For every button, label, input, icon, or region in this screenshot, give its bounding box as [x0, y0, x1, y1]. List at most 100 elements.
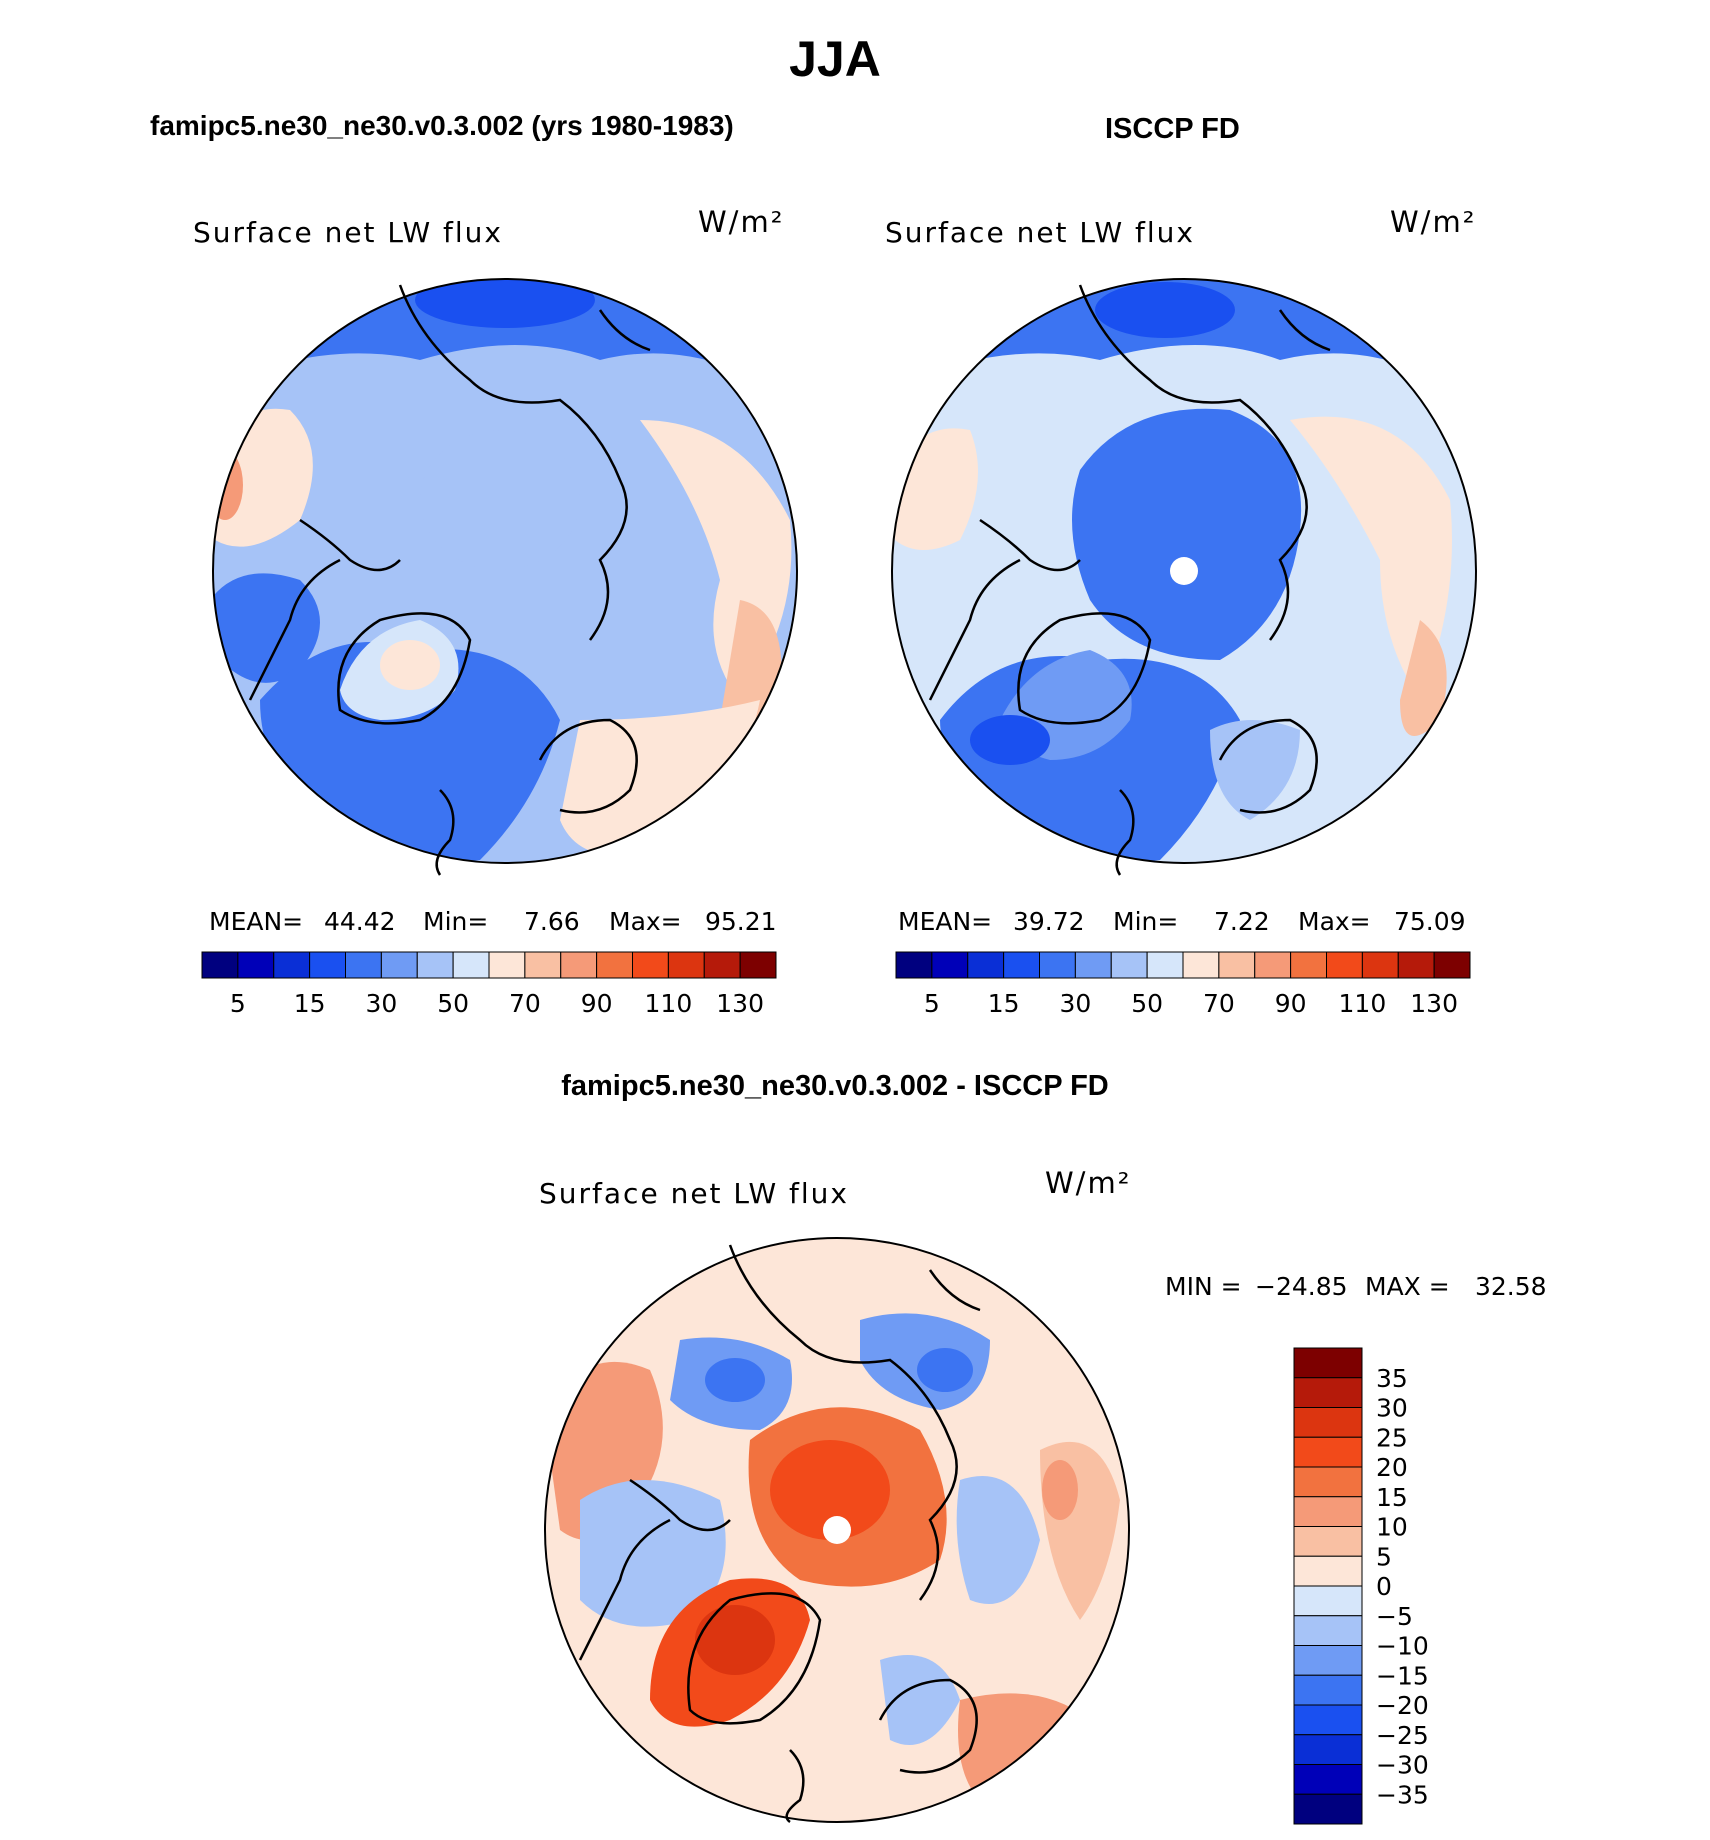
right-colorbar-box — [1433, 951, 1471, 979]
diff-colorbar-box — [1293, 1526, 1363, 1557]
svg-text:MEAN= 39.72 Min= 7: MEAN= 39.72 Min= 7.22 Max= 75.09 — [898, 907, 1466, 936]
left-colorbar-tick-label: 70 — [509, 989, 541, 1018]
right-colorbar — [895, 951, 1471, 979]
left-colorbar-ticks: 5 15 30 50 70 90 110 130 — [230, 989, 764, 1018]
right-colorbar-tick-label: 90 — [1275, 989, 1307, 1018]
diff-colorbar-box — [1293, 1555, 1363, 1587]
svg-text:MEAN= 44.42 Min= 7: MEAN= 44.42 Min= 7.66 Max= 95.21 — [209, 907, 777, 936]
right-field-scandinavia — [1210, 720, 1300, 820]
diff-colorbar-box — [1293, 1645, 1363, 1676]
right-colorbar-tick-label: 50 — [1131, 989, 1163, 1018]
right-colorbar-box — [1218, 951, 1256, 979]
diff-units-label: W/m² — [1045, 1166, 1131, 1200]
diff-variable-label: Surface net LW flux — [539, 1177, 849, 1210]
right-field-siberia — [1290, 416, 1452, 700]
svg-text:MIN = −24.85 MAX =: MIN = −24.85 MAX = 32.58 — [1165, 1272, 1547, 1301]
left-max-label: Max= — [609, 907, 682, 936]
diff-colorbar-tick-label: 15 — [1376, 1483, 1408, 1512]
diff-field-archipelago — [580, 1480, 726, 1627]
left-colorbar-tick-label: 90 — [581, 989, 613, 1018]
right-field-central — [1072, 408, 1302, 660]
diff-missing-pole — [823, 1516, 851, 1544]
left-mean-label: MEAN= — [209, 907, 303, 936]
right-map-border — [891, 278, 1477, 864]
diff-max-label: MAX = — [1365, 1272, 1450, 1301]
left-variable-label: Surface net LW flux — [193, 216, 503, 249]
right-colorbar-box — [1254, 951, 1292, 979]
left-field-europe — [560, 700, 760, 856]
diff-colorbar-tick-label: −15 — [1376, 1661, 1429, 1690]
diff-field-central-core — [770, 1440, 890, 1540]
left-colorbar-tick-label: 30 — [365, 989, 397, 1018]
right-field-alaska — [895, 428, 978, 550]
left-colorbar-tick-label: 130 — [716, 989, 764, 1018]
figure-title: JJA — [789, 31, 881, 87]
diff-colorbar-box — [1293, 1793, 1363, 1825]
right-mean-label: MEAN= — [898, 907, 992, 936]
right-colorbar-tick-label: 30 — [1059, 989, 1091, 1018]
diff-colorbar-box — [1293, 1347, 1363, 1379]
diff-colorbar-tick-label: 35 — [1376, 1364, 1408, 1393]
left-colorbar-tick-label: 15 — [294, 989, 326, 1018]
right-map-panel: Surface net LW flux W/m² MEAN= 39.72 Min… — [885, 205, 1477, 1018]
diff-min-value: −24.85 — [1255, 1272, 1348, 1301]
left-colorbar-box — [596, 951, 633, 979]
left-panel-header: famipc5.ne30_ne30.v0.3.002 (yrs 1980-198… — [150, 110, 734, 141]
right-colorbar-box — [1074, 951, 1112, 979]
right-max-label: Max= — [1298, 907, 1371, 936]
left-colorbar-tick-label: 110 — [645, 989, 693, 1018]
right-colorbar-box — [895, 951, 933, 979]
diff-field-siberia-cool — [956, 1476, 1040, 1604]
left-colorbar — [201, 951, 777, 979]
right-panel-header: ISCCP FD — [1105, 113, 1240, 145]
right-field-atlantic-core — [970, 715, 1050, 765]
diff-colorbar-box — [1293, 1674, 1363, 1706]
right-colorbar-box — [1290, 951, 1327, 979]
diff-colorbar-tick-label: 10 — [1376, 1513, 1408, 1542]
right-colorbar-tick-label: 130 — [1410, 989, 1458, 1018]
right-colorbar-box — [1361, 951, 1399, 979]
left-field-atlantic — [260, 641, 560, 862]
diff-map-panel: Surface net LW flux W/m² — [539, 1166, 1547, 1825]
diff-colorbar-box — [1293, 1764, 1363, 1795]
left-units-label: W/m² — [698, 205, 784, 239]
left-colorbar-box — [488, 951, 526, 979]
left-min-label: Min= — [423, 907, 488, 936]
diff-colorbar-tick-label: −5 — [1376, 1602, 1413, 1631]
left-field-hudson — [213, 573, 320, 683]
right-mean-value: 39.72 — [1013, 907, 1085, 936]
diff-min-label: MIN = — [1165, 1272, 1242, 1301]
right-colorbar-tick-label: 5 — [924, 989, 940, 1018]
diff-panel-header: famipc5.ne30_ne30.v0.3.002 - ISCCP FD — [561, 1070, 1109, 1102]
left-colorbar-box — [524, 951, 562, 979]
left-colorbar-tick-label: 5 — [230, 989, 246, 1018]
left-field-greenland-core — [380, 640, 440, 690]
diff-map-border — [544, 1237, 1130, 1823]
left-colorbar-tick-label: 50 — [437, 989, 469, 1018]
left-colorbar-box — [560, 951, 598, 979]
right-colorbar-tick-label: 15 — [988, 989, 1020, 1018]
diff-max-value: 32.58 — [1475, 1272, 1547, 1301]
left-map-panel: Surface net LW flux W/m² MEA — [193, 205, 798, 1018]
right-colorbar-ticks: 5 15 30 50 70 90 110 130 — [924, 989, 1458, 1018]
left-min-value: 7.66 — [524, 907, 580, 936]
left-colorbar-box — [703, 951, 741, 979]
left-colorbar-box — [632, 951, 669, 979]
right-missing-pole — [1170, 557, 1198, 585]
diff-colorbar-tick-label: −35 — [1376, 1780, 1429, 1809]
diff-field-siberia-hot — [1042, 1460, 1078, 1520]
diff-field-scandinavia — [880, 1655, 960, 1745]
diff-colorbar-box — [1293, 1615, 1363, 1646]
left-field-bering-core — [415, 279, 595, 328]
left-colorbar-box — [380, 951, 418, 979]
right-colorbar-box — [1146, 951, 1184, 979]
left-colorbar-box — [667, 951, 705, 979]
diff-colorbar-box — [1293, 1496, 1363, 1527]
right-colorbar-box — [1110, 951, 1148, 979]
diff-colorbar-tick-label: 0 — [1376, 1572, 1392, 1601]
left-colorbar-box — [416, 951, 454, 979]
diff-colorbar-tick-label: −25 — [1376, 1721, 1429, 1750]
diff-colorbar-tick-label: 30 — [1376, 1394, 1408, 1423]
left-max-value: 95.21 — [705, 907, 777, 936]
right-colorbar-box — [967, 951, 1005, 979]
